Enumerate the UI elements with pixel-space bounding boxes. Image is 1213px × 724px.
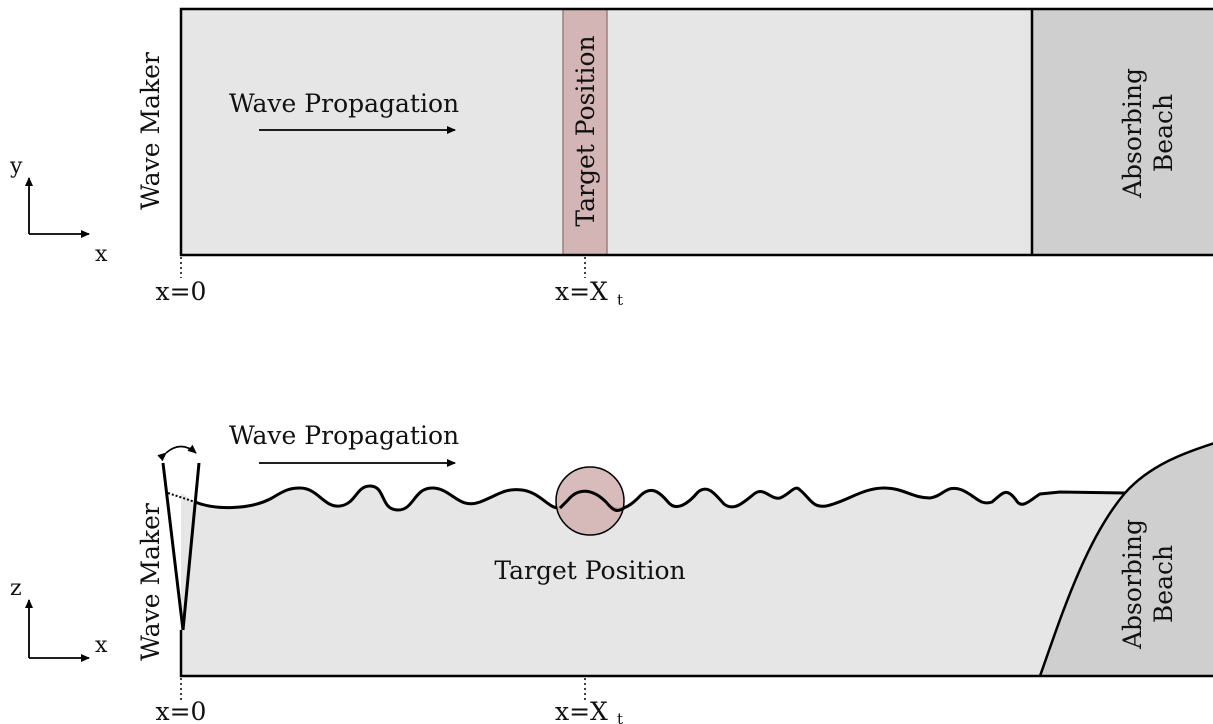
top-beach-label-line1: Absorbing [1118,68,1147,199]
side-beach-outline [1038,442,1213,677]
top-xt-subscript: t [617,291,623,309]
top-beach-label-line2: Beach [1149,94,1178,172]
top-x0-label: x=0 [156,277,207,306]
side-xt-subscript: t [617,710,623,724]
top-tank-outline [179,7,1213,257]
side-beach-label-line2: Beach [1149,545,1178,623]
side-water-body [181,486,1125,676]
side-x0-label: x=0 [156,697,207,724]
side-free-surface [194,484,1126,512]
top-wave-propagation-label: Wave Propagation [229,89,459,118]
side-target-position-label: Target Position [494,556,685,585]
side-paddle-surface-dotted [167,492,196,503]
top-xt-label: x=X [555,277,608,306]
top-target-position-label: Target Position [571,35,600,226]
side-surface-through-target [558,489,625,512]
top-absorbing-beach [1032,9,1213,255]
side-paddle-swing-arrow [157,444,197,462]
side-paddle-left [161,462,185,631]
top-wave-maker-label: Wave Maker [136,52,165,210]
side-wave-propagation-label: Wave Propagation [229,421,459,450]
side-target-circle [555,466,625,536]
side-tank-outline [179,630,1213,678]
side-axis-horizontal-label: x [95,633,108,658]
side-xt-label: x=X [555,697,608,724]
top-view: Wave Maker Wave Propagation Target Posit… [9,7,1213,309]
top-axis-horizontal-label: x [95,242,108,267]
side-wave-maker-label: Wave Maker [136,503,165,661]
side-view: Wave Maker Wave Propagation Target Posit… [10,421,1213,724]
side-absorbing-beach [1040,443,1213,676]
side-paddle-right [181,462,201,631]
side-axis-vertical-label: z [10,576,22,601]
side-beach-label-line1: Absorbing [1118,519,1147,650]
top-axis-vertical-label: y [9,154,23,179]
